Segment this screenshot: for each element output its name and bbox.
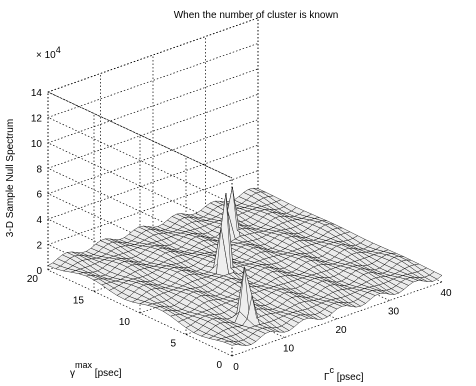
z-tick-label: 12 [31,113,43,124]
y-floor-grid-0 [231,281,443,357]
z-grid-line-7 [47,17,259,179]
y-axis-label: γmax [psec] [70,360,122,379]
z-grid-line-6 [47,43,259,204]
chart-title: When the number of cluster is known [174,10,339,21]
y-tick-label: 15 [73,296,85,307]
z-tick-label: 4 [36,215,42,226]
x-tick-label: 10 [283,344,295,355]
x-tick-label: 30 [388,307,400,318]
y-tick-label: 10 [119,317,131,328]
y-tick-label: 5 [170,339,176,350]
z-tick-label: 2 [36,241,42,252]
x-tick-label: 20 [335,325,347,336]
x-tick-label: 40 [440,288,452,299]
surface-cell [429,271,443,280]
z-tick-label: 14 [31,88,43,99]
x-tick-label: 0 [233,362,239,373]
z-tick-label: 6 [36,190,42,201]
surface-mesh [47,187,443,346]
z-tick-label: 10 [31,139,43,150]
z-axis-label: 3-D Sample Null Spectrum [5,119,16,237]
z-scale-label: × 104 [36,45,61,61]
tick-labels: 0 2 4 6 8 10 12 14 0 10 20 30 40 0 5 10 15 20 [27,88,452,373]
x-axis-label: Γc [psec] [324,365,364,383]
y-tick-label: 20 [27,274,39,285]
z-tick-label: 0 [36,266,42,277]
z-tick-label: 8 [36,164,42,175]
y-tick-label: 0 [216,360,222,371]
